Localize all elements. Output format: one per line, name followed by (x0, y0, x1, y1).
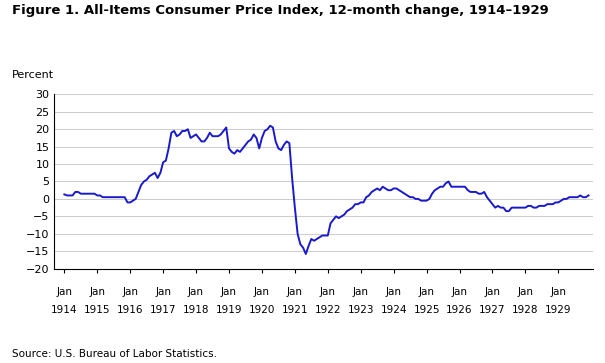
Text: Jan: Jan (188, 287, 204, 297)
Text: 1921: 1921 (281, 305, 308, 315)
Text: Jan: Jan (122, 287, 138, 297)
Text: Jan: Jan (287, 287, 303, 297)
Text: 1928: 1928 (512, 305, 538, 315)
Text: Jan: Jan (551, 287, 566, 297)
Text: 1925: 1925 (413, 305, 440, 315)
Text: 1922: 1922 (315, 305, 341, 315)
Text: Jan: Jan (451, 287, 468, 297)
Text: 1920: 1920 (249, 305, 275, 315)
Text: Source: U.S. Bureau of Labor Statistics.: Source: U.S. Bureau of Labor Statistics. (12, 349, 217, 359)
Text: 1914: 1914 (51, 305, 77, 315)
Text: Jan: Jan (254, 287, 270, 297)
Text: Jan: Jan (90, 287, 105, 297)
Text: Jan: Jan (221, 287, 237, 297)
Text: 1916: 1916 (117, 305, 143, 315)
Text: 1917: 1917 (150, 305, 177, 315)
Text: 1923: 1923 (347, 305, 374, 315)
Text: Jan: Jan (517, 287, 534, 297)
Text: Jan: Jan (385, 287, 402, 297)
Text: 1918: 1918 (183, 305, 209, 315)
Text: 1927: 1927 (479, 305, 506, 315)
Text: Percent: Percent (12, 70, 54, 80)
Text: Jan: Jan (56, 287, 73, 297)
Text: Jan: Jan (353, 287, 368, 297)
Text: 1926: 1926 (446, 305, 473, 315)
Text: Figure 1. All-Items Consumer Price Index, 12-month change, 1914–1929: Figure 1. All-Items Consumer Price Index… (12, 4, 549, 17)
Text: 1915: 1915 (84, 305, 111, 315)
Text: 1919: 1919 (216, 305, 242, 315)
Text: 1924: 1924 (381, 305, 407, 315)
Text: Jan: Jan (485, 287, 500, 297)
Text: Jan: Jan (419, 287, 434, 297)
Text: 1929: 1929 (545, 305, 572, 315)
Text: Jan: Jan (155, 287, 171, 297)
Text: Jan: Jan (320, 287, 336, 297)
